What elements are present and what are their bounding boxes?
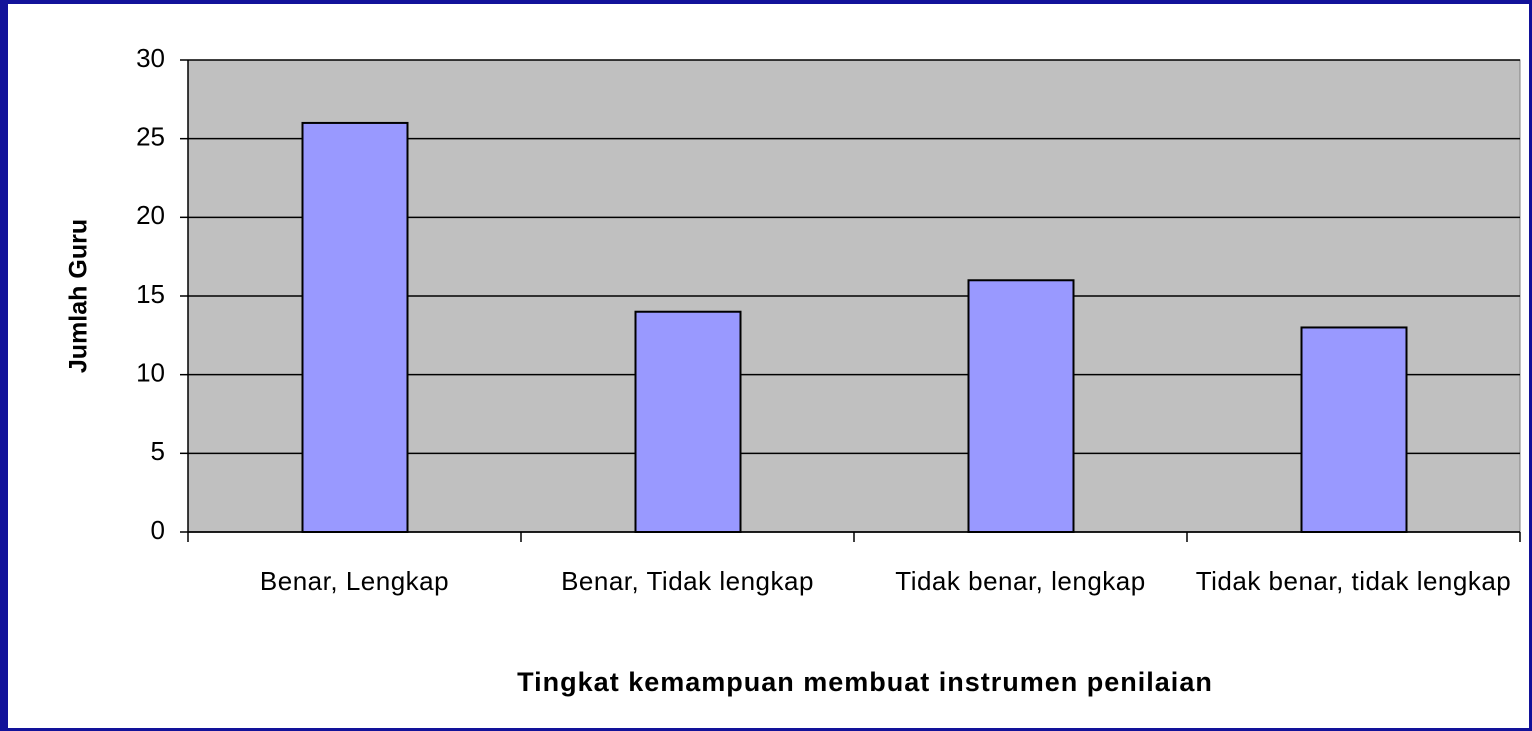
- y-tick-label: 5: [151, 436, 165, 466]
- y-tick-label: 25: [136, 122, 165, 152]
- bar: [634, 310, 742, 533]
- y-tick-label: 30: [136, 43, 165, 73]
- x-tick-label: Tidak benar, lengkap: [895, 566, 1145, 596]
- x-tick-label: Benar, Lengkap: [260, 566, 449, 596]
- y-tick-label: 10: [136, 358, 165, 388]
- y-axis-title: Jumlah Guru: [65, 219, 93, 373]
- x-tick-label: Tidak benar, tidak lengkap: [1196, 566, 1512, 596]
- y-tick-label: 20: [136, 200, 165, 230]
- y-tick-label: 15: [136, 279, 165, 309]
- bar: [301, 121, 409, 534]
- x-axis-title: Tingkat kemampuan membuat instrumen peni…: [517, 667, 1213, 697]
- bar: [1300, 326, 1408, 534]
- x-tick-label: Benar, Tidak lengkap: [561, 566, 814, 596]
- y-tick-label: 0: [151, 515, 165, 545]
- bar: [967, 279, 1075, 533]
